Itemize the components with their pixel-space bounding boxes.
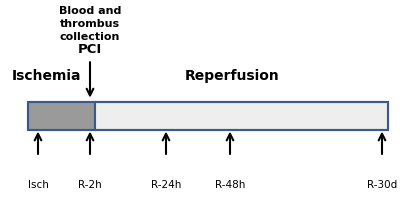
Text: R-2h: R-2h (78, 179, 102, 189)
Bar (28, 102, 94, 130)
Text: PCI: PCI (78, 43, 102, 56)
Text: R-24h: R-24h (151, 179, 181, 189)
Text: R-48h: R-48h (215, 179, 245, 189)
Text: Blood and
thrombus
collection: Blood and thrombus collection (59, 6, 121, 42)
Bar (28, 102, 388, 130)
Text: Isch: Isch (28, 179, 48, 189)
Bar (94, 102, 388, 130)
Text: Reperfusion: Reperfusion (185, 69, 279, 83)
Text: Ischemia: Ischemia (12, 69, 82, 83)
Text: R-30d: R-30d (367, 179, 397, 189)
